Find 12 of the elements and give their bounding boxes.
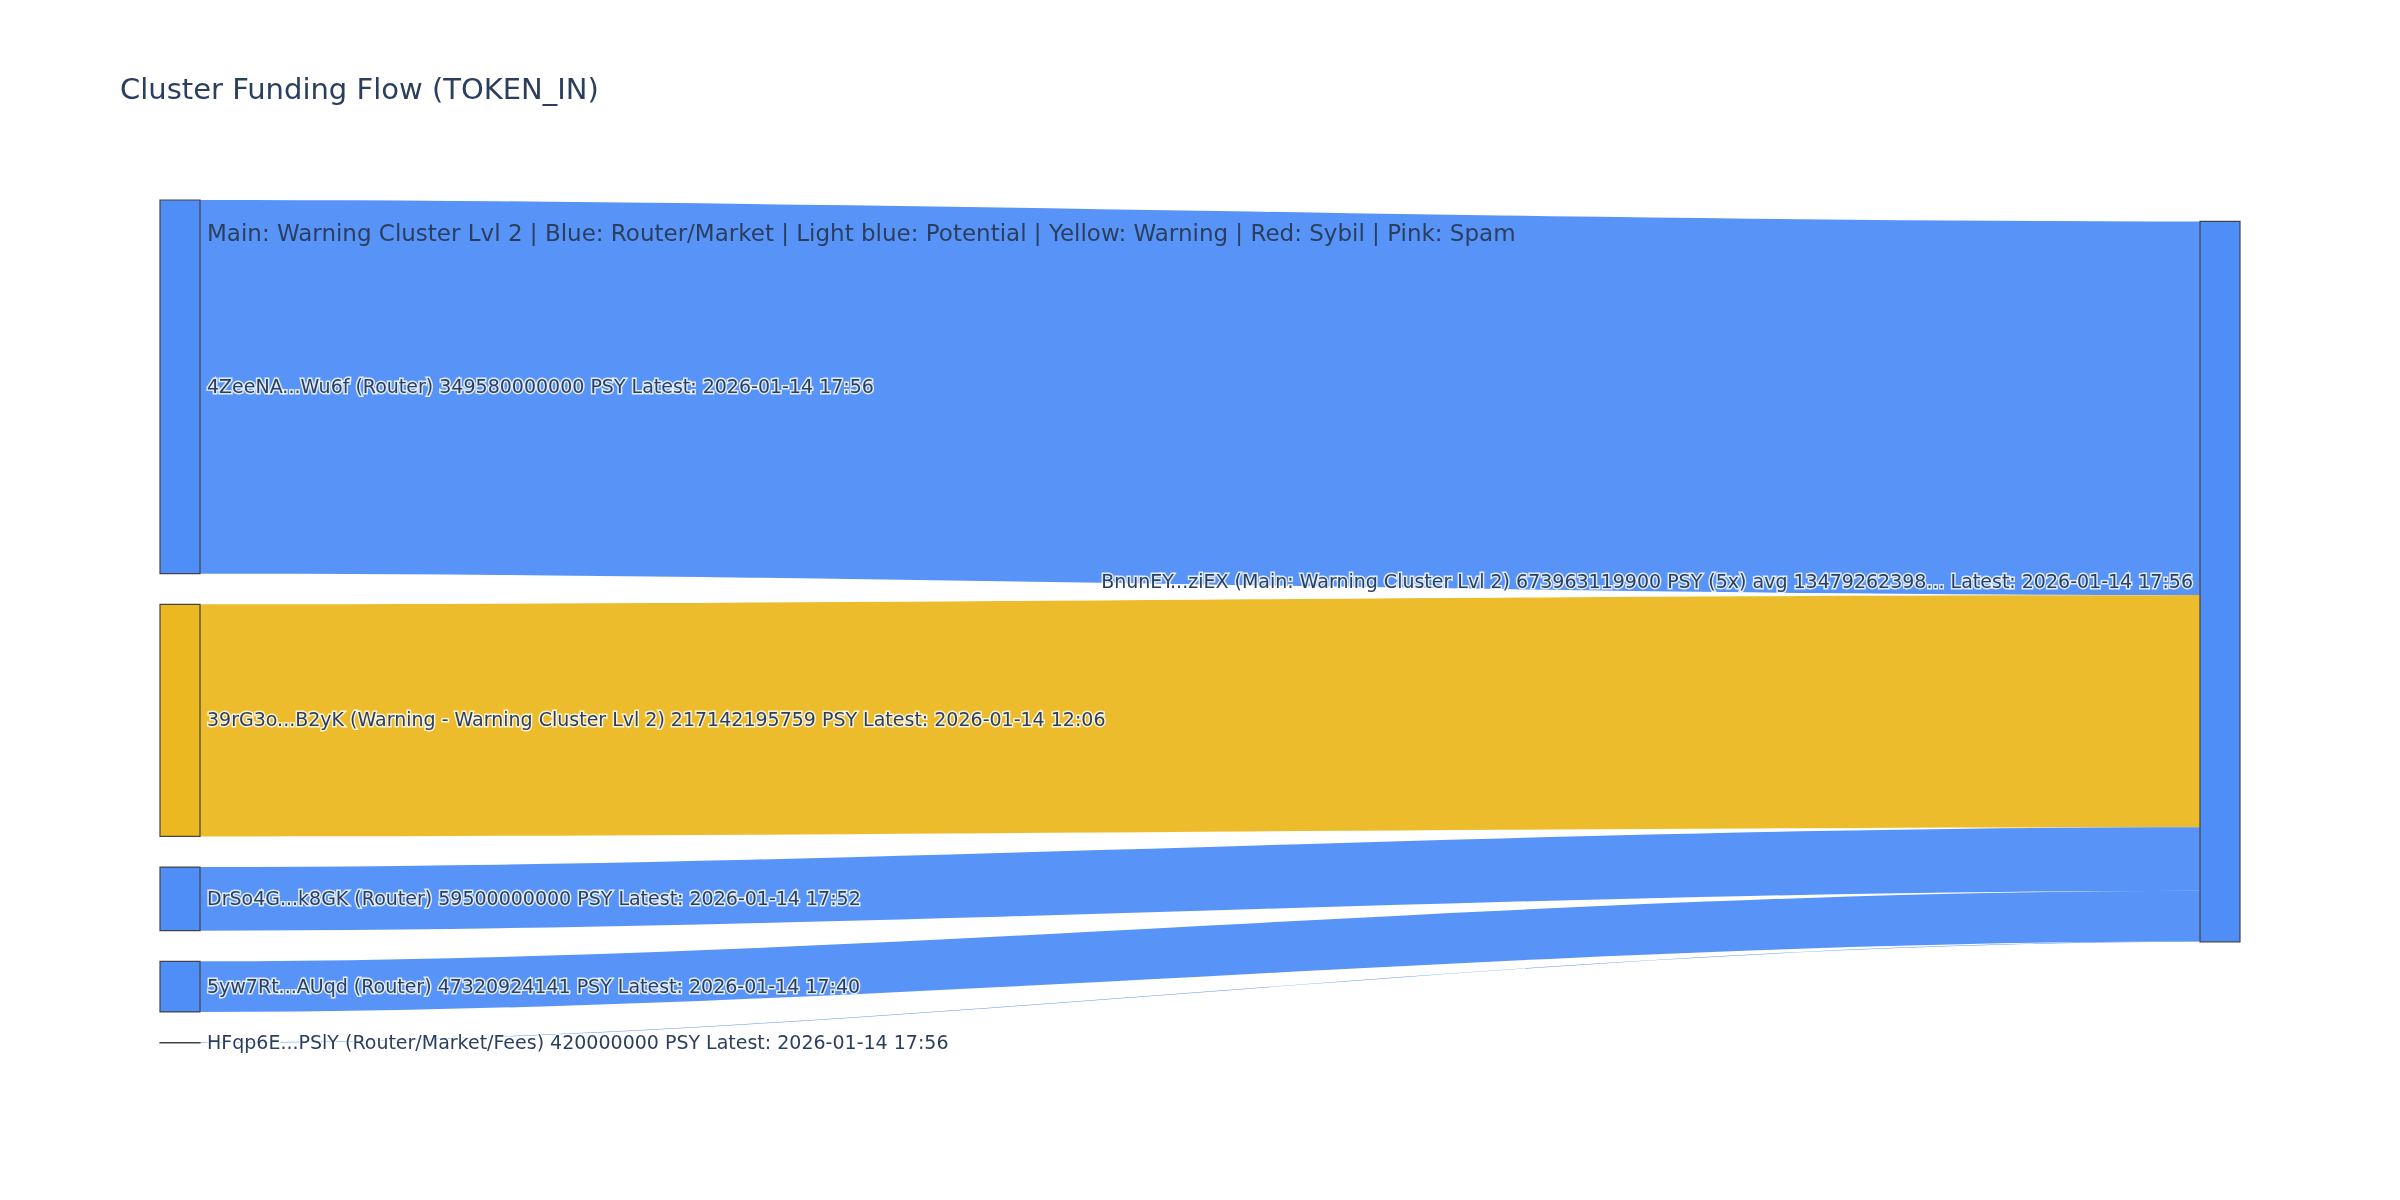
category-label: 5yw7Rt...AUqd (Router) (207, 974, 432, 997)
category-label: 39rG3o...B2yK (Warning - Warning Cluster Lvl 2) (207, 708, 665, 731)
text: Cluster Funding Flow (TOKEN_IN) (120, 72, 599, 106)
category-label: DrSo4G...k8GK (Router) (207, 886, 433, 909)
data-label: 420000000 PSY Latest: 2026-01-14 17:56 (550, 1030, 949, 1053)
category-label: HFqp6E...PSlY (Router/Market/Fees) (207, 1030, 545, 1053)
data-label: 217142195759 PSY Latest: 2026-01-14 12:06 (670, 708, 1106, 731)
data-label: 47320924141 PSY Latest: 2026-01-14 17:40 (437, 974, 861, 997)
data-label: 349580000000 PSY Latest: 2026-01-14 17:56 (439, 374, 874, 397)
category-label: 4ZeeNA...Wu6f (Router) (207, 374, 434, 397)
text: Main: Warning Cluster Lvl 2 | Blue: Router/Market | Light blue: Potential | Yellow: Warning | Red: Sybil | Pink: Spam (207, 220, 1516, 246)
data-label: 59500000000 PSY Latest: 2026-01-14 17:52 (438, 886, 861, 909)
